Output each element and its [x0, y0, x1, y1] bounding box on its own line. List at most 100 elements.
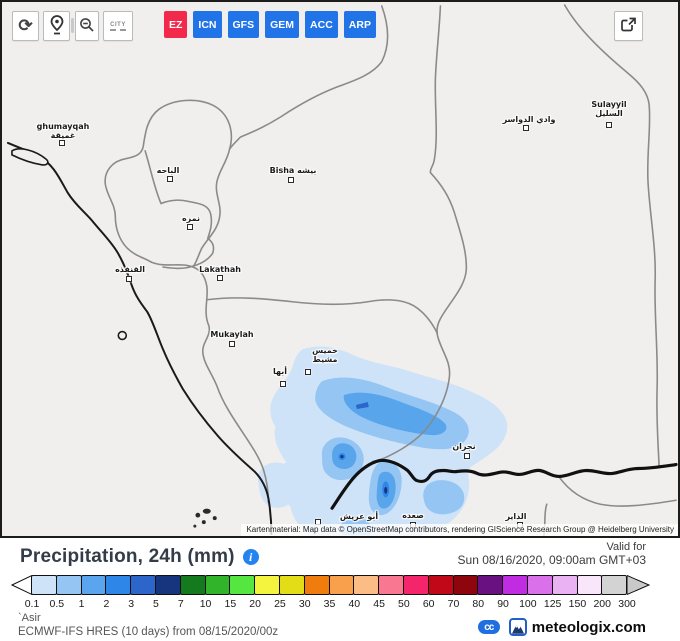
model-button-gem[interactable]: GEM	[265, 11, 300, 38]
zoom-out-button[interactable]	[75, 11, 99, 41]
valid-datetime: Sun 08/16/2020, 09:00am GMT+03	[457, 553, 646, 567]
scale-tick-label: 200	[593, 598, 611, 610]
scale-tick-label: 20	[249, 598, 261, 610]
scale-segment	[80, 575, 107, 595]
place-label: أبها	[272, 367, 288, 376]
valid-time: Valid for Sun 08/16/2020, 09:00am GMT+03	[458, 541, 646, 567]
scale-segment	[526, 575, 553, 595]
site-name: meteologix.com	[531, 618, 646, 636]
scale-segments	[31, 575, 628, 595]
scale-segment	[477, 575, 504, 595]
scale-segment	[179, 575, 206, 595]
place-marker	[229, 341, 235, 347]
scale-tick-label: 300	[618, 598, 636, 610]
info-icon[interactable]: i	[242, 549, 259, 565]
locate-button[interactable]	[43, 11, 70, 41]
share-export-icon	[620, 16, 637, 36]
place-marker	[187, 224, 193, 230]
scale-segment	[551, 575, 578, 595]
model-button-ez[interactable]: EZ	[164, 11, 188, 38]
scale-tick-label: 60	[422, 598, 435, 610]
precipitation-overlay	[257, 346, 508, 536]
place-marker	[167, 176, 173, 182]
scale-segment	[154, 575, 181, 595]
scale-tick-label: 45	[373, 598, 385, 610]
scale-segment	[105, 575, 132, 595]
scale-tick-label: 90	[497, 598, 509, 610]
compare-icon[interactable]: cc	[477, 620, 500, 634]
place-label: نمره	[181, 214, 201, 223]
scale-segment	[502, 575, 528, 595]
place-marker	[523, 125, 529, 131]
model-button-icn[interactable]: ICN	[193, 11, 222, 38]
scale-tick-label: 35	[323, 598, 336, 610]
place-label: أبو عريش	[339, 512, 379, 521]
scale-segment	[378, 575, 404, 595]
map-viewport[interactable]: ghumayqah غميقة الباحه Bisha بيشه نمره القنفذ…	[0, 0, 680, 538]
scale-tick-label: 3	[128, 598, 135, 610]
coastline	[6, 141, 273, 536]
model-run-info: ECMWF-IFS HRES (10 days) from 08/15/2020…	[18, 626, 279, 638]
meteologix-logo[interactable]: meteologix.com	[508, 618, 646, 636]
city-button-label: CITY	[110, 21, 126, 28]
magnifier-minus-icon	[79, 17, 95, 36]
scale-tick-label: 40	[348, 598, 361, 610]
scale-tick-label: 2	[103, 598, 110, 610]
scale-tick-label: 100	[519, 598, 537, 610]
place-label: صعده	[402, 511, 424, 520]
scale-tick-label: 80	[472, 598, 485, 610]
scale-right-arrow	[627, 575, 650, 595]
scale-tick-label: 25	[274, 598, 286, 610]
model-button-arp[interactable]: ARP	[343, 11, 376, 38]
place-label: القنفذه	[115, 265, 145, 274]
place-label: ghumayqah غميقة	[36, 122, 90, 140]
scale-segment	[303, 575, 330, 595]
scale-segment	[328, 575, 355, 595]
mountain-icon	[508, 618, 527, 636]
scale-segment	[204, 575, 231, 595]
place-label: الباحه	[156, 166, 180, 175]
valid-for-label: Valid for	[606, 541, 646, 553]
scale-segment	[229, 575, 256, 595]
place-marker	[280, 381, 286, 387]
place-marker	[126, 276, 132, 282]
scale-tick-label: 0.5	[49, 598, 65, 610]
place-label: Lakathah	[199, 265, 241, 274]
scale-segment	[427, 575, 454, 595]
scale-segment	[576, 575, 603, 595]
refresh-button[interactable]: ⟳	[12, 11, 39, 41]
legend-panel: Precipitation, 24h (mm) i Valid for Sun …	[0, 538, 680, 641]
scale-segment	[402, 575, 429, 595]
scale-segment	[601, 575, 628, 595]
model-button-acc[interactable]: ACC	[305, 11, 338, 38]
scale-tick-label: 0.1	[24, 598, 40, 610]
scale-segment	[254, 575, 280, 595]
precip-area-strong	[343, 392, 447, 436]
location-pin-icon	[48, 14, 66, 39]
place-label: Sulayyil السليل	[591, 100, 627, 118]
scale-tick-label: 150	[568, 598, 587, 610]
map-attribution: Kartenmaterial: Map data © OpenStreetMap…	[241, 524, 678, 536]
city-ruler-icon	[110, 28, 126, 31]
place-label: نجران	[452, 442, 476, 451]
place-marker	[606, 122, 612, 128]
precip-core	[340, 455, 344, 459]
scale-tick-label: 10	[199, 598, 212, 610]
precip-core	[355, 402, 369, 409]
place-label: خميس مشيط	[312, 346, 338, 364]
place-marker	[288, 177, 294, 183]
country-border	[330, 458, 678, 510]
scale-segment	[55, 575, 82, 595]
place-marker	[217, 275, 223, 281]
map-canvas[interactable]	[2, 2, 678, 536]
refresh-icon: ⟳	[18, 16, 33, 35]
model-button-gfs[interactable]: GFS	[227, 11, 260, 38]
legend-title: Precipitation, 24h (mm)	[20, 546, 235, 567]
share-button[interactable]	[614, 11, 643, 41]
model-selector: EZ ICN GFS GEM ACC ARP	[164, 11, 376, 38]
city-labels-button[interactable]: CITY	[103, 11, 133, 41]
scale-tick-label: 30	[298, 598, 311, 610]
scale-segment	[353, 575, 380, 595]
precip-area-medium	[423, 480, 465, 515]
scale-segment	[130, 575, 156, 595]
